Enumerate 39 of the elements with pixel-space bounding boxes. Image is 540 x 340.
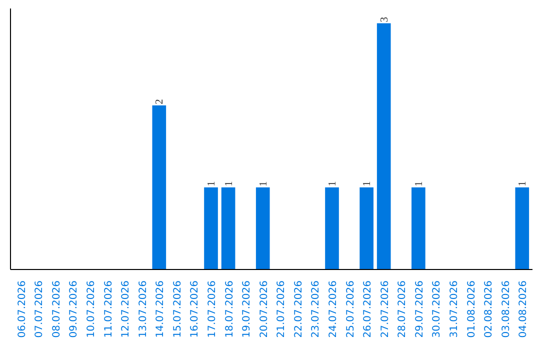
x-tick-label: 21.07.2026 [276, 280, 288, 338]
data-label: 1 [362, 181, 374, 186]
x-tick-label: 06.07.2026 [16, 280, 28, 338]
x-tick-label: 20.07.2026 [258, 280, 270, 338]
x-tick-label: 30.07.2026 [432, 280, 443, 338]
data-label: 1 [206, 181, 218, 186]
x-tick-label: 02.08.2026 [484, 280, 495, 338]
data-label: 3 [379, 16, 390, 22]
x-tick-label: 13.07.2026 [138, 280, 149, 338]
data-label: 1 [414, 181, 425, 186]
x-tick-label: 01.08.2026 [466, 280, 478, 338]
x-tick-label: 22.07.2026 [293, 280, 304, 338]
x-tick-label: 04.08.2026 [518, 280, 530, 338]
x-tick-label: 03.08.2026 [500, 280, 512, 338]
x-tick-label: 09.07.2026 [68, 280, 80, 338]
x-tick-label: 19.07.2026 [242, 280, 253, 338]
data-label: 2 [154, 99, 166, 104]
data-label: 1 [518, 181, 529, 186]
x-tick-label: 26.07.2026 [362, 280, 374, 338]
data-label: 1 [327, 181, 338, 186]
x-tick-label: 27.07.2026 [380, 280, 391, 338]
x-tick-label: 29.07.2026 [414, 280, 426, 338]
x-tick-label: 14.07.2026 [155, 280, 166, 338]
x-tick-label: 23.07.2026 [310, 280, 322, 338]
x-tick-label: 31.07.2026 [448, 280, 460, 338]
x-tick-label: 12.07.2026 [120, 280, 132, 338]
data-label: 1 [258, 181, 270, 186]
data-label: 1 [224, 181, 235, 186]
x-tick-label: 11.07.2026 [103, 280, 114, 338]
x-tick-label: 10.07.2026 [86, 280, 98, 338]
x-tick-label: 24.07.2026 [328, 280, 339, 338]
x-tick-label: 16.07.2026 [190, 280, 201, 338]
x-tick-label: 17.07.2026 [207, 280, 218, 338]
x-tick-label: 08.07.2026 [51, 280, 62, 338]
x-tick-label: 18.07.2026 [224, 280, 236, 338]
x-tick-label: 15.07.2026 [172, 280, 184, 338]
x-tick-label: 28.07.2026 [397, 280, 408, 338]
x-tick-label: 25.07.2026 [345, 280, 356, 338]
x-tick-label: 07.07.2026 [34, 280, 46, 338]
